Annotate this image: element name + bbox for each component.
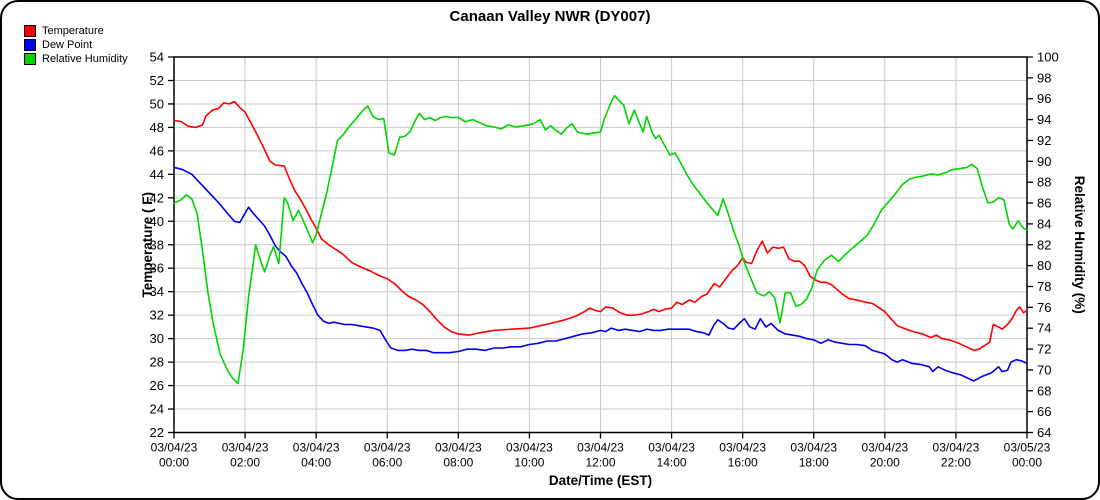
svg-text:28: 28 [150,355,164,370]
svg-text:64: 64 [1037,425,1051,440]
temperature-swatch-icon [24,25,36,37]
svg-text:22: 22 [150,425,164,440]
svg-text:03/04/23: 03/04/23 [648,441,695,455]
svg-text:08:00: 08:00 [443,456,473,470]
svg-text:00:00: 00:00 [1012,456,1042,470]
svg-text:03/04/23: 03/04/23 [719,441,766,455]
svg-text:14:00: 14:00 [657,456,687,470]
svg-text:00:00: 00:00 [159,456,189,470]
svg-text:52: 52 [150,73,164,88]
svg-text:03/04/23: 03/04/23 [222,441,269,455]
axis-ticks [168,56,1033,439]
svg-text:82: 82 [1037,237,1051,252]
svg-text:88: 88 [1037,175,1051,190]
svg-text:72: 72 [1037,342,1051,357]
dew-point-swatch-icon [24,39,36,51]
svg-text:26: 26 [150,378,164,393]
svg-text:100: 100 [1037,50,1059,65]
svg-text:36: 36 [150,261,164,276]
svg-text:30: 30 [150,331,164,346]
legend-item-temperature: Temperature [24,24,128,38]
svg-text:20:00: 20:00 [870,456,900,470]
legend-label: Dew Point [42,39,93,51]
chart-title: Canaan Valley NWR (DY007) [449,8,651,25]
svg-text:04:00: 04:00 [301,456,331,470]
svg-text:94: 94 [1037,112,1051,127]
legend-label: Temperature [42,25,104,37]
svg-text:12:00: 12:00 [585,456,615,470]
svg-text:86: 86 [1037,196,1051,211]
svg-text:42: 42 [150,190,164,205]
svg-text:03/04/23: 03/04/23 [364,441,411,455]
svg-text:90: 90 [1037,154,1051,169]
relative-humidity-line [173,94,1028,385]
x-axis-tick-labels: 03/04/2300:0003/04/2302:0003/04/2304:000… [151,441,1051,470]
legend-label: Relative Humidity [42,53,128,65]
legend: Temperature Dew Point Relative Humidity [24,24,128,66]
svg-text:48: 48 [150,120,164,135]
svg-text:44: 44 [150,167,164,182]
svg-text:40: 40 [150,214,164,229]
svg-text:18:00: 18:00 [799,456,829,470]
y2-axis-tick-labels: 64 66 68 70 72 74 76 78 80 82 84 86 88 90 92 94 96 98 100 [1037,50,1059,441]
svg-text:02:00: 02:00 [230,456,260,470]
svg-text:24: 24 [150,402,164,417]
svg-text:10:00: 10:00 [514,456,544,470]
svg-text:03/04/23: 03/04/23 [933,441,980,455]
svg-text:03/05/23: 03/05/23 [1004,441,1051,455]
svg-text:50: 50 [150,96,164,111]
svg-text:06:00: 06:00 [372,456,402,470]
svg-text:80: 80 [1037,258,1051,273]
svg-text:38: 38 [150,237,164,252]
y2-axis-title: Relative Humidity (%) [1072,176,1087,314]
svg-text:54: 54 [150,50,164,65]
svg-text:98: 98 [1037,70,1051,85]
x-axis-title: Date/Time (EST) [549,473,652,488]
svg-text:03/04/23: 03/04/23 [506,441,553,455]
svg-text:03/04/23: 03/04/23 [293,441,340,455]
svg-text:76: 76 [1037,300,1051,315]
gridlines [174,57,1027,433]
svg-text:03/04/23: 03/04/23 [577,441,624,455]
dew-point-line [173,166,1028,382]
temperature-line [173,100,1028,352]
legend-item-relative-humidity: Relative Humidity [24,52,128,66]
svg-text:46: 46 [150,143,164,158]
svg-text:78: 78 [1037,279,1051,294]
svg-text:22:00: 22:00 [941,456,971,470]
y-axis-tick-labels: 22 24 26 28 30 32 34 36 38 40 42 44 46 48 50 52 54 [150,50,164,441]
svg-text:03/04/23: 03/04/23 [861,441,908,455]
svg-text:03/04/23: 03/04/23 [435,441,482,455]
svg-text:32: 32 [150,308,164,323]
svg-text:92: 92 [1037,133,1051,148]
svg-text:03/04/23: 03/04/23 [790,441,837,455]
svg-text:70: 70 [1037,362,1051,377]
y-axis-title: Temperature ( F) [140,192,155,298]
svg-text:66: 66 [1037,404,1051,419]
svg-text:34: 34 [150,284,164,299]
svg-text:74: 74 [1037,321,1051,336]
relative-humidity-swatch-icon [24,53,36,65]
svg-text:96: 96 [1037,91,1051,106]
svg-text:03/04/23: 03/04/23 [151,441,198,455]
svg-text:84: 84 [1037,216,1051,231]
legend-item-dew-point: Dew Point [24,38,128,52]
svg-text:68: 68 [1037,383,1051,398]
svg-text:16:00: 16:00 [728,456,758,470]
